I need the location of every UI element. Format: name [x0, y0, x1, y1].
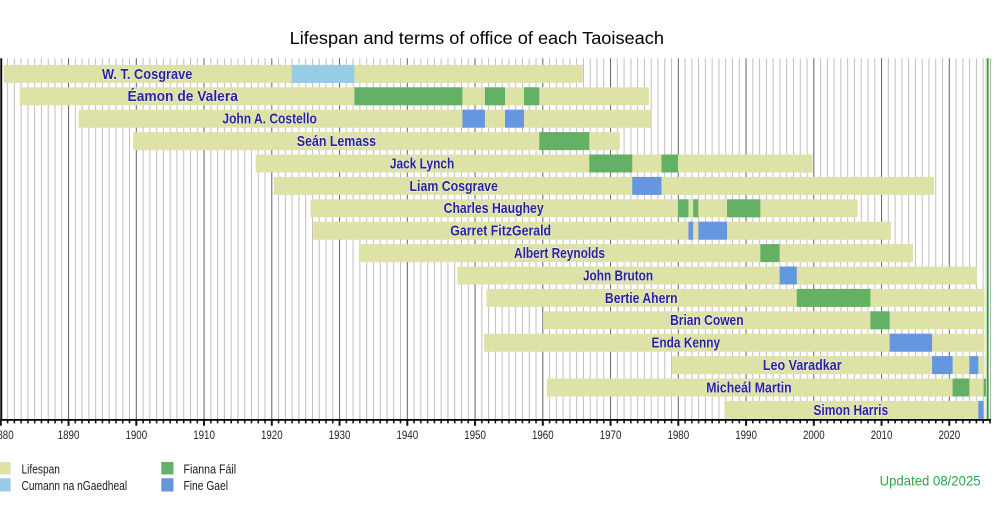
svg-text:Brian Cowen: Brian Cowen: [670, 312, 744, 329]
svg-text:Micheál Martin: Micheál Martin: [706, 379, 792, 396]
svg-text:John Bruton: John Bruton: [583, 267, 653, 284]
svg-text:1930: 1930: [329, 430, 351, 442]
svg-text:2020: 2020: [938, 430, 960, 442]
svg-text:1970: 1970: [600, 430, 622, 442]
svg-text:Seán Lemass: Seán Lemass: [297, 133, 376, 150]
svg-text:Fine Gael: Fine Gael: [184, 478, 229, 493]
svg-text:1880: 1880: [0, 430, 14, 442]
svg-text:Éamon de Valera: Éamon de Valera: [128, 88, 239, 105]
svg-text:1910: 1910: [193, 430, 215, 442]
svg-text:Jack Lynch: Jack Lynch: [390, 155, 454, 172]
svg-text:Charles Haughey: Charles Haughey: [444, 200, 545, 217]
svg-text:Liam Cosgrave: Liam Cosgrave: [410, 178, 498, 195]
svg-text:1940: 1940: [396, 430, 418, 442]
svg-text:1900: 1900: [125, 430, 147, 442]
svg-text:1980: 1980: [667, 430, 689, 442]
svg-text:1890: 1890: [58, 430, 80, 442]
svg-text:Garret FitzGerald: Garret FitzGerald: [450, 223, 551, 240]
svg-text:W. T. Cosgrave: W. T. Cosgrave: [102, 66, 192, 83]
svg-text:1990: 1990: [735, 430, 757, 442]
svg-text:Lifespan and terms of office o: Lifespan and terms of office of each Tao…: [290, 28, 664, 48]
svg-text:1950: 1950: [464, 430, 486, 442]
svg-text:John A. Costello: John A. Costello: [222, 111, 316, 128]
svg-text:Updated 08/2025: Updated 08/2025: [880, 473, 981, 489]
svg-text:Lifespan: Lifespan: [22, 461, 60, 476]
svg-text:2000: 2000: [803, 430, 825, 442]
svg-text:Albert Reynolds: Albert Reynolds: [514, 245, 605, 262]
svg-text:1920: 1920: [261, 430, 283, 442]
svg-text:1960: 1960: [532, 430, 554, 442]
svg-text:2010: 2010: [871, 430, 893, 442]
svg-text:Fianna Fáil: Fianna Fáil: [184, 461, 237, 476]
svg-text:Cumann na nGaedheal: Cumann na nGaedheal: [22, 478, 128, 493]
svg-text:Bertie Ahern: Bertie Ahern: [605, 290, 678, 307]
svg-text:Enda Kenny: Enda Kenny: [652, 335, 721, 352]
svg-text:Leo Varadkar: Leo Varadkar: [763, 357, 842, 374]
svg-text:Simon Harris: Simon Harris: [813, 402, 888, 419]
